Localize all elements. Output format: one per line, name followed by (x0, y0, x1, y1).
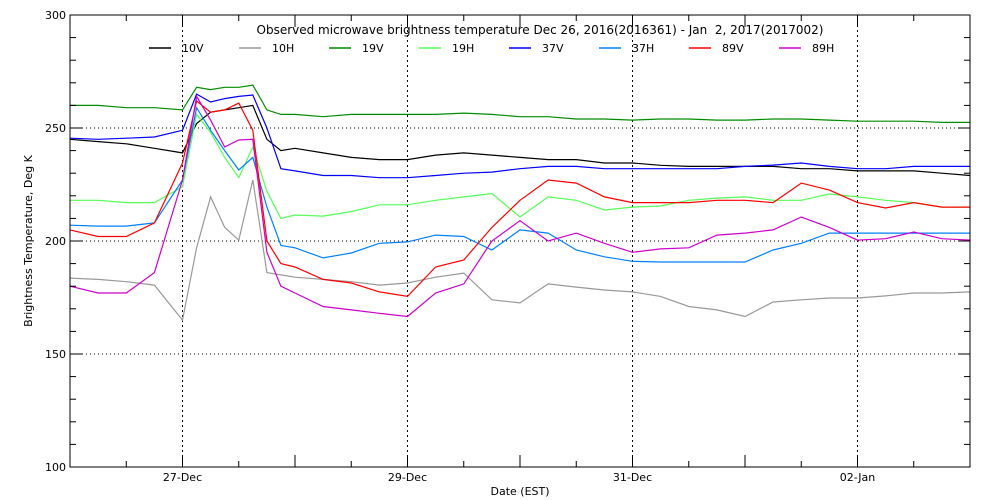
legend-label: 19V (362, 42, 384, 55)
legend-item-37v: 37V (509, 42, 564, 55)
x-tick-label: 02-Jan (840, 471, 876, 484)
series-line-37v (69, 93, 970, 179)
series-line-37h (69, 106, 970, 263)
y-axis-label: Brightness Temperature, Deg K (22, 154, 35, 326)
x-tick-label: 27-Dec (163, 471, 202, 484)
legend-item-10v: 10V (149, 42, 204, 55)
x-axis-label: Date (EST) (490, 485, 549, 498)
legend-label: 10V (182, 42, 204, 55)
series-line-10h (69, 179, 971, 322)
series-line-89h (69, 94, 971, 318)
y-tick-labels: 100 150 200 250 300 (45, 9, 66, 474)
y-tick-label: 200 (45, 235, 66, 248)
series-line-19h (70, 112, 970, 220)
y-tick-label: 250 (45, 122, 66, 135)
legend-item-10h: 10H (239, 42, 294, 55)
legend-label: 10H (272, 42, 294, 55)
legend-label: 37H (632, 42, 654, 55)
x-tick-label: 31-Dec (613, 471, 652, 484)
series-line-89v (69, 99, 970, 298)
x-tick-labels: 27-Dec 29-Dec 31-Dec 02-Jan (163, 471, 875, 484)
y-tick-label: 300 (45, 9, 66, 22)
legend-label: 89H (812, 42, 834, 55)
chart-title: Observed microwave brightness temperatur… (257, 23, 824, 37)
axis-ticks (69, 14, 971, 468)
legend-item-19v: 19V (329, 42, 384, 55)
series-line-19v (70, 84, 970, 124)
legend-label: 19H (452, 42, 474, 55)
legend: 10V 10H 19V 19H 37V 37H 89V 89H (149, 42, 834, 55)
legend-label: 89V (722, 42, 744, 55)
legend-item-37h: 37H (599, 42, 654, 55)
legend-label: 37V (542, 42, 564, 55)
x-tick-label: 29-Dec (388, 471, 427, 484)
series-line-10v (69, 104, 971, 177)
series-lines (69, 84, 971, 322)
y-tick-label: 150 (45, 348, 66, 361)
legend-item-89h: 89H (779, 42, 834, 55)
legend-item-19h: 19H (419, 42, 474, 55)
grid (70, 15, 970, 467)
y-tick-label: 100 (45, 461, 66, 474)
legend-item-89v: 89V (689, 42, 744, 55)
